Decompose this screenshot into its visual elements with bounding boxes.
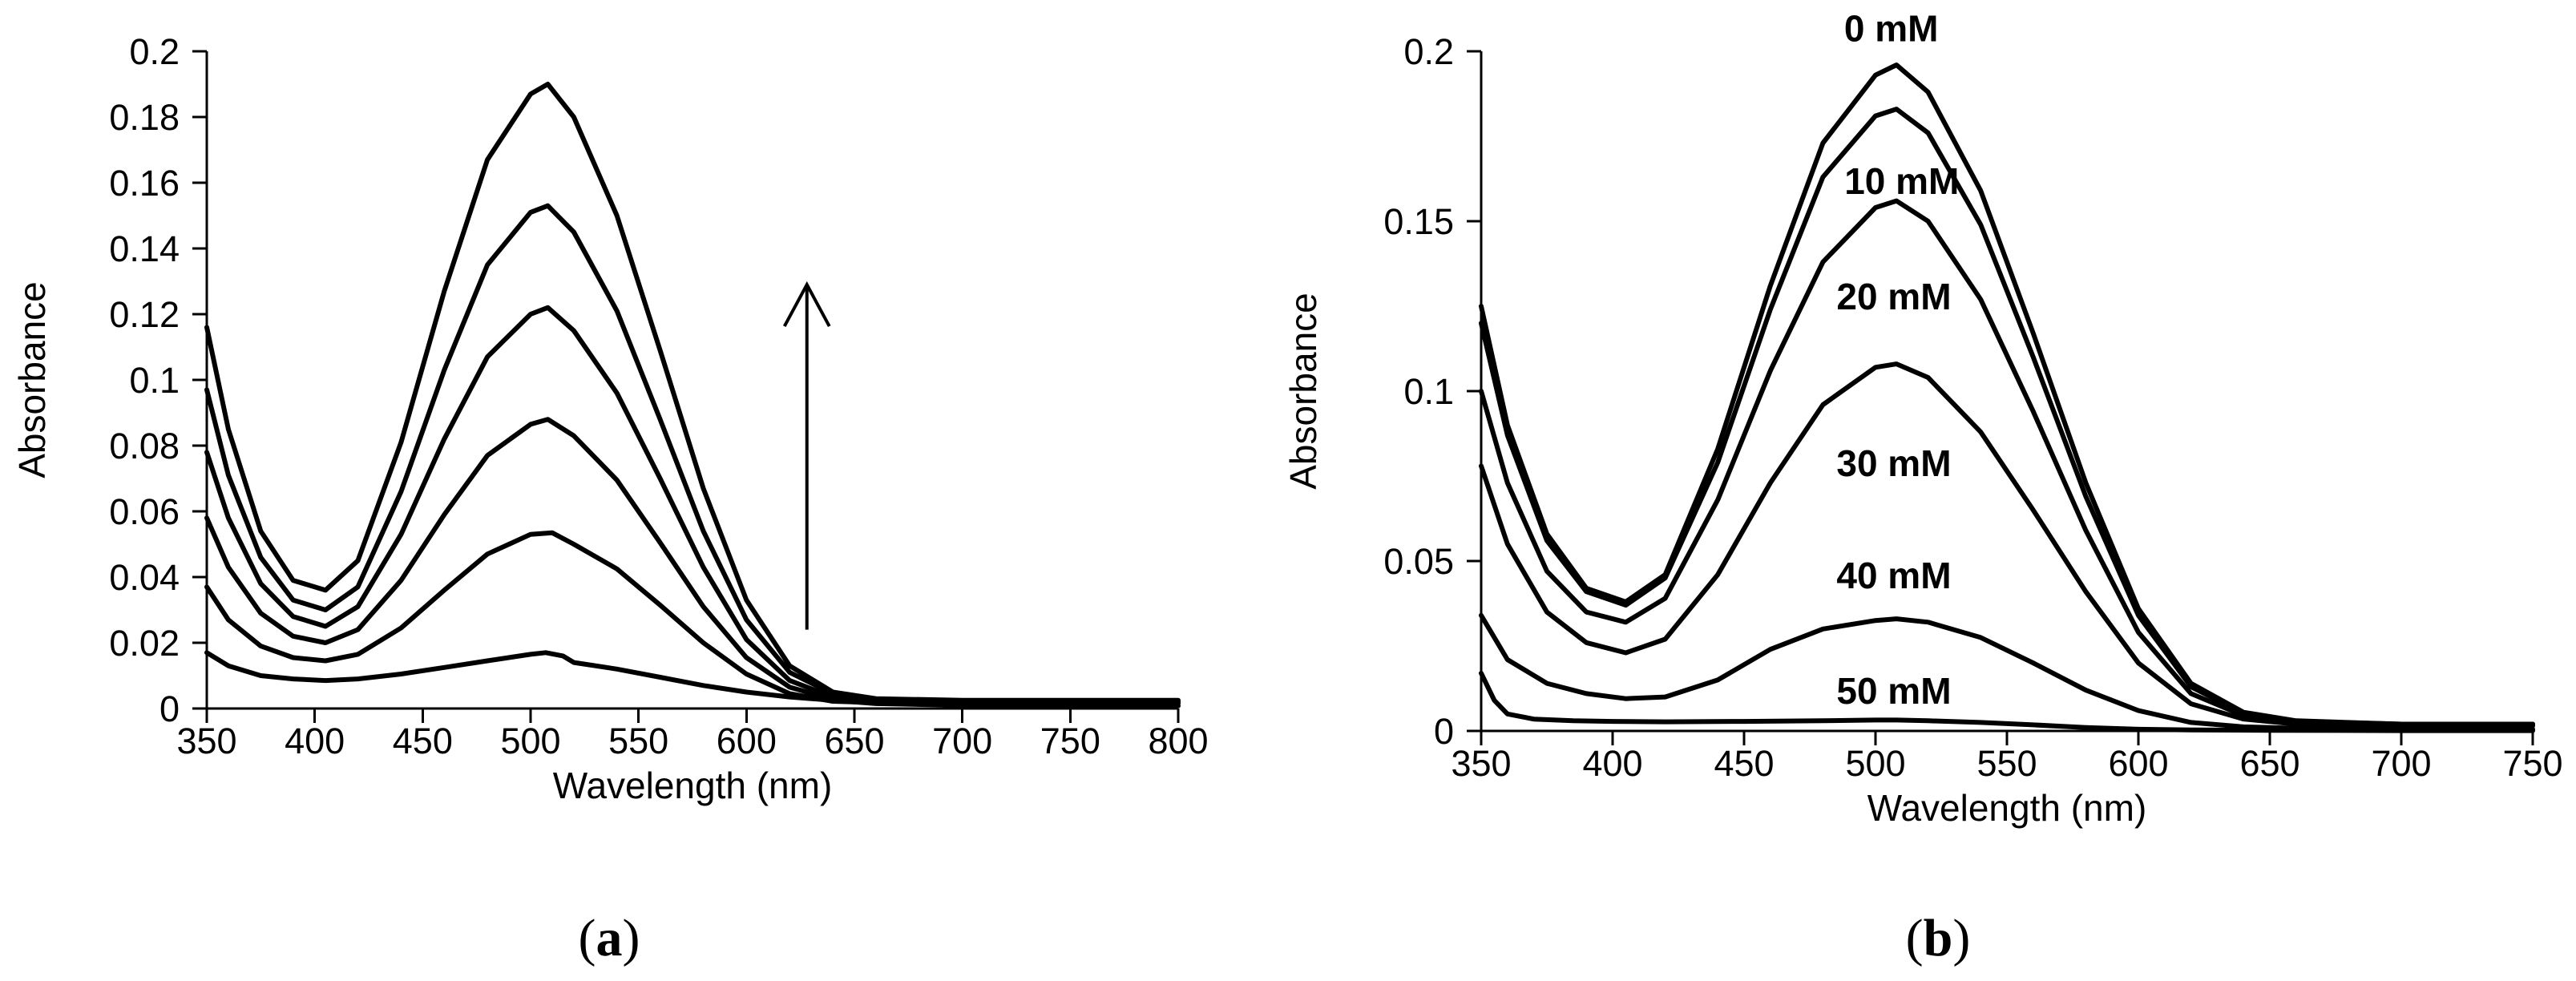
series-label: 10 mM	[1844, 160, 1959, 202]
y-tick-label: 0	[1434, 711, 1454, 752]
x-tick-label: 650	[824, 721, 884, 761]
chart-b: 350 400 450 500 550 600 650 700 750 0 0.05 0.1 0.15 0…	[1282, 7, 2563, 829]
series-line-50-mm	[1479, 670, 2535, 733]
y-tick-label: 0.05	[1383, 541, 1454, 582]
x-tick-label: 600	[2108, 743, 2168, 784]
series-label: 30 mM	[1836, 442, 1951, 484]
y-tick-label: 0.08	[109, 426, 180, 466]
panel-label-a: (a)	[579, 909, 640, 967]
x-tick-label: 750	[1040, 721, 1100, 761]
x-axis-title: Wavelength (nm)	[1867, 787, 2147, 829]
x-tick-label: 350	[176, 721, 236, 761]
x-tick-label: 450	[1714, 743, 1774, 784]
y-tick-label: 0.02	[109, 623, 180, 664]
series-line-0-mm	[1479, 63, 2535, 727]
x-tick-label: 750	[2502, 743, 2562, 784]
chart-a: 350 400 450 500 550 600 650 700 750 800 0 0.02 0.04 0…	[11, 31, 1209, 806]
x-tick-label: 500	[500, 721, 560, 761]
y-tick-label: 0.1	[1403, 371, 1454, 412]
arrow-head-icon	[782, 281, 831, 328]
x-tick-label: 600	[717, 721, 777, 761]
y-tick-label: 0.18	[109, 97, 180, 138]
x-tick-label: 450	[393, 721, 453, 761]
series-label: 40 mM	[1836, 555, 1951, 596]
series-label: 50 mM	[1836, 670, 1951, 712]
x-tick-label: 400	[1582, 743, 1642, 784]
x-tick-label: 550	[608, 721, 668, 761]
series-line-10-mm	[1479, 107, 2535, 727]
x-axis-title: Wavelength (nm)	[553, 765, 833, 806]
x-tick-label: 700	[932, 721, 992, 761]
x-tick-label: 400	[285, 721, 345, 761]
y-tick-label: 0.15	[1383, 201, 1454, 242]
series-line-20-mm	[1479, 198, 2535, 728]
y-tick-label: 0.1	[129, 360, 180, 401]
y-axis-title: Absorbance	[1282, 293, 1324, 490]
panel-label-b: (b)	[1906, 909, 1971, 967]
series-line-curve-1	[204, 650, 1181, 708]
y-tick-label: 0.2	[1403, 31, 1454, 72]
x-tick-label: 800	[1148, 721, 1208, 761]
x-tick-label: 350	[1451, 743, 1511, 784]
series-label: 20 mM	[1836, 276, 1951, 317]
y-axis-title: Absorbance	[11, 281, 53, 478]
series-line-40-mm	[1479, 612, 2535, 732]
y-tick-label: 0.16	[109, 163, 180, 204]
x-tick-label: 650	[2239, 743, 2299, 784]
x-tick-label: 500	[1845, 743, 1905, 784]
y-tick-label: 0.14	[109, 228, 180, 269]
series-label: 0 mM	[1844, 7, 1939, 49]
y-tick-label: 0.04	[109, 557, 180, 598]
y-tick-label: 0.06	[109, 491, 180, 532]
y-tick-label: 0	[159, 688, 180, 729]
series-line-30-mm	[1479, 361, 2535, 729]
y-tick-label: 0.12	[109, 294, 180, 335]
series-line-curve-6	[204, 82, 1181, 703]
x-tick-label: 550	[1976, 743, 2037, 784]
y-tick-label: 0.2	[129, 31, 180, 72]
x-tick-label: 700	[2371, 743, 2431, 784]
